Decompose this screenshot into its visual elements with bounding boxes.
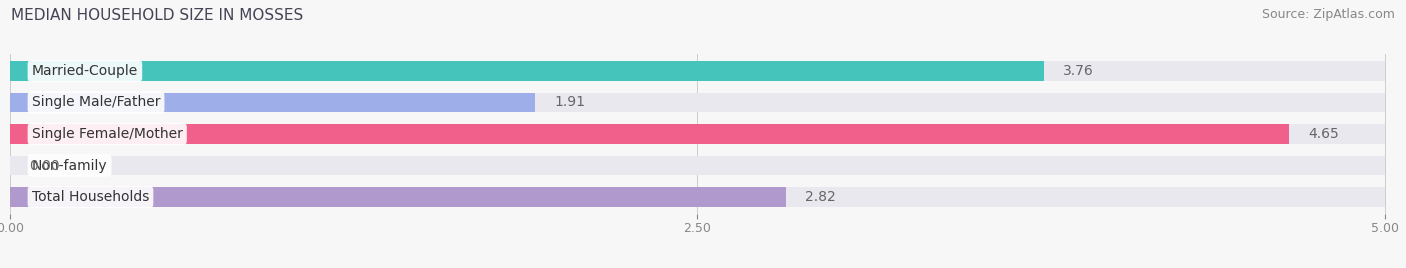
Text: 2.82: 2.82 xyxy=(804,190,835,204)
Bar xyxy=(10,187,786,207)
Bar xyxy=(10,156,1385,175)
Text: MEDIAN HOUSEHOLD SIZE IN MOSSES: MEDIAN HOUSEHOLD SIZE IN MOSSES xyxy=(11,8,304,23)
Bar xyxy=(10,124,1289,144)
Text: Total Households: Total Households xyxy=(32,190,149,204)
Bar xyxy=(10,61,1045,81)
Text: Single Male/Father: Single Male/Father xyxy=(32,95,160,109)
Bar xyxy=(10,93,1385,112)
Text: Non-family: Non-family xyxy=(32,159,107,173)
Bar xyxy=(10,124,1385,144)
Text: 3.76: 3.76 xyxy=(1063,64,1094,78)
Bar xyxy=(10,93,536,112)
Text: Married-Couple: Married-Couple xyxy=(32,64,138,78)
Text: Source: ZipAtlas.com: Source: ZipAtlas.com xyxy=(1261,8,1395,21)
Bar xyxy=(10,61,1385,81)
Text: Single Female/Mother: Single Female/Mother xyxy=(32,127,183,141)
Text: 0.00: 0.00 xyxy=(30,159,59,173)
Text: 4.65: 4.65 xyxy=(1308,127,1339,141)
Text: 1.91: 1.91 xyxy=(554,95,585,109)
Bar xyxy=(10,187,1385,207)
